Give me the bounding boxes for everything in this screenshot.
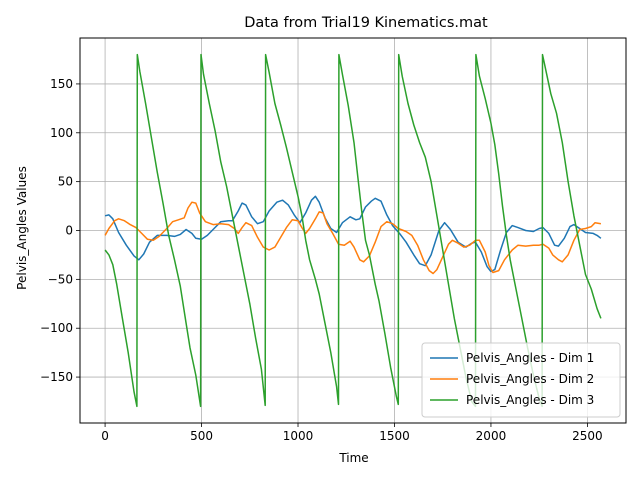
y-tick-label: −150 [40,370,73,384]
axis-ticks: 0 500 1000 1500 2000 2500 −150 −100 −50 0 50 100 150 [40,77,603,443]
legend-label: Pelvis_Angles - Dim 2 [466,372,594,386]
chart-title: Data from Trial19 Kinematics.mat [244,15,488,31]
x-tick-label: 1500 [379,429,410,443]
series-line-dim-3 [104,53,602,408]
x-tick-label: 2500 [572,429,603,443]
y-tick-label: −100 [40,321,73,335]
legend-box [421,342,621,418]
x-tick-label: 500 [190,429,213,443]
x-tick-label: 2000 [476,429,507,443]
legend-label: Pelvis_Angles - Dim 3 [466,393,594,407]
legend: Pelvis_Angles - Dim 1 Pelvis_Angles - Dim… [421,342,621,418]
y-axis-label: Pelvis_Angles Values [15,166,29,290]
series-lines [104,53,602,408]
series-line-dim-1 [104,195,602,273]
y-tick-label: 0 [65,224,73,238]
y-tick-label: −50 [48,272,73,286]
y-tick-label: 50 [58,175,73,189]
legend-label: Pelvis_Angles - Dim 1 [466,351,594,365]
y-tick-label: 100 [50,126,73,140]
x-tick-label: 0 [101,429,109,443]
x-axis-label: Time [338,451,368,465]
series-line-dim-2 [104,201,602,275]
x-tick-label: 1000 [283,429,314,443]
y-tick-label: 150 [50,77,73,91]
